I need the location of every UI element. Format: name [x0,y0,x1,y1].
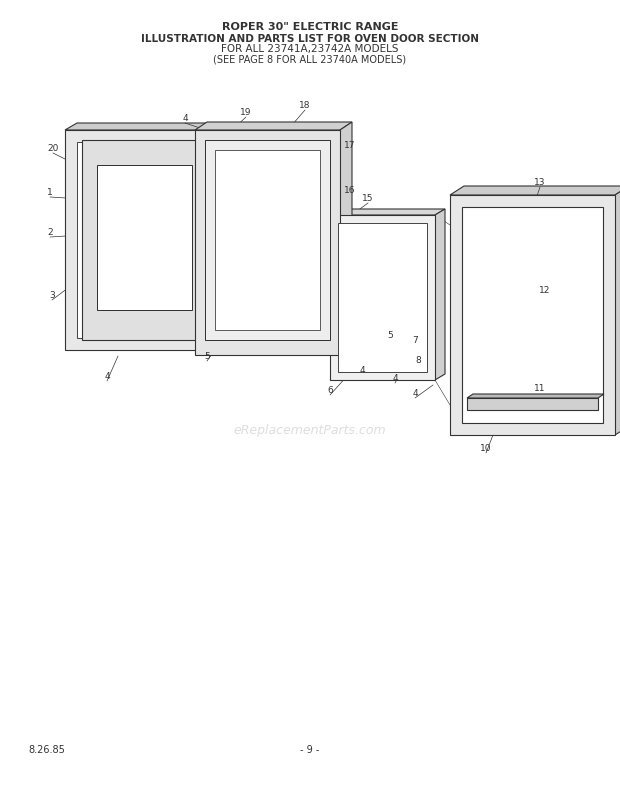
Polygon shape [462,207,603,423]
Polygon shape [205,140,330,340]
Text: 10: 10 [480,443,492,453]
Text: 1: 1 [47,188,53,196]
Text: eReplacementParts.com: eReplacementParts.com [234,424,386,436]
Text: FOR ALL 23741A,23742A MODELS: FOR ALL 23741A,23742A MODELS [221,44,399,54]
Polygon shape [615,186,620,435]
Polygon shape [435,209,445,380]
Text: 4: 4 [182,114,188,122]
Text: 15: 15 [362,193,374,203]
Polygon shape [65,130,215,350]
Polygon shape [340,122,352,355]
Text: 17: 17 [344,140,356,149]
Text: 19: 19 [241,107,252,117]
Text: 4: 4 [392,373,398,383]
Polygon shape [215,123,227,350]
Text: 6: 6 [327,386,333,394]
Text: 16: 16 [344,185,356,195]
Polygon shape [215,150,320,330]
Text: 12: 12 [539,286,551,294]
Text: 11: 11 [534,383,546,392]
Polygon shape [90,150,200,330]
Text: ROPER 30" ELECTRIC RANGE: ROPER 30" ELECTRIC RANGE [222,22,398,32]
Text: ILLUSTRATION AND PARTS LIST FOR OVEN DOOR SECTION: ILLUSTRATION AND PARTS LIST FOR OVEN DOO… [141,34,479,44]
Text: 20: 20 [47,144,59,152]
Text: 2: 2 [47,227,53,237]
Text: 4: 4 [412,388,418,398]
Text: 7: 7 [412,335,418,345]
Text: 5: 5 [204,352,210,361]
Text: 18: 18 [299,100,311,110]
Polygon shape [450,186,620,195]
Text: 4: 4 [104,372,110,380]
Text: 3: 3 [49,290,55,300]
Polygon shape [195,130,340,355]
Text: (SEE PAGE 8 FOR ALL 23740A MODELS): (SEE PAGE 8 FOR ALL 23740A MODELS) [213,54,407,64]
Text: 8.26.85: 8.26.85 [28,745,65,755]
Text: - 9 -: - 9 - [300,745,320,755]
Polygon shape [97,165,192,310]
Polygon shape [467,394,604,398]
Polygon shape [330,215,435,380]
Polygon shape [65,123,227,130]
Text: 8: 8 [415,356,421,365]
Polygon shape [82,140,212,340]
Polygon shape [450,195,615,435]
Text: 5: 5 [387,331,393,339]
Polygon shape [195,122,352,130]
Polygon shape [338,223,427,372]
Text: 13: 13 [534,178,546,186]
Text: 4: 4 [359,365,365,375]
Polygon shape [330,209,445,215]
Polygon shape [467,398,598,410]
Polygon shape [77,142,203,338]
Polygon shape [210,155,320,325]
